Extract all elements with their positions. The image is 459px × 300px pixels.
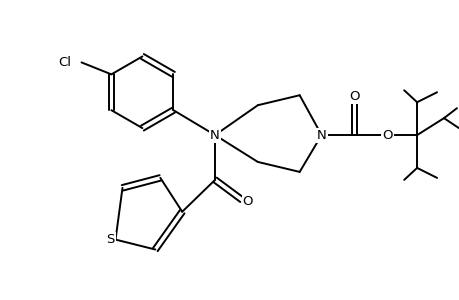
Text: N: N — [316, 129, 326, 142]
Text: O: O — [242, 195, 252, 208]
Text: O: O — [381, 129, 392, 142]
Text: Cl: Cl — [58, 56, 72, 69]
Text: S: S — [106, 233, 114, 246]
Text: O: O — [348, 90, 359, 103]
Text: N: N — [210, 129, 219, 142]
